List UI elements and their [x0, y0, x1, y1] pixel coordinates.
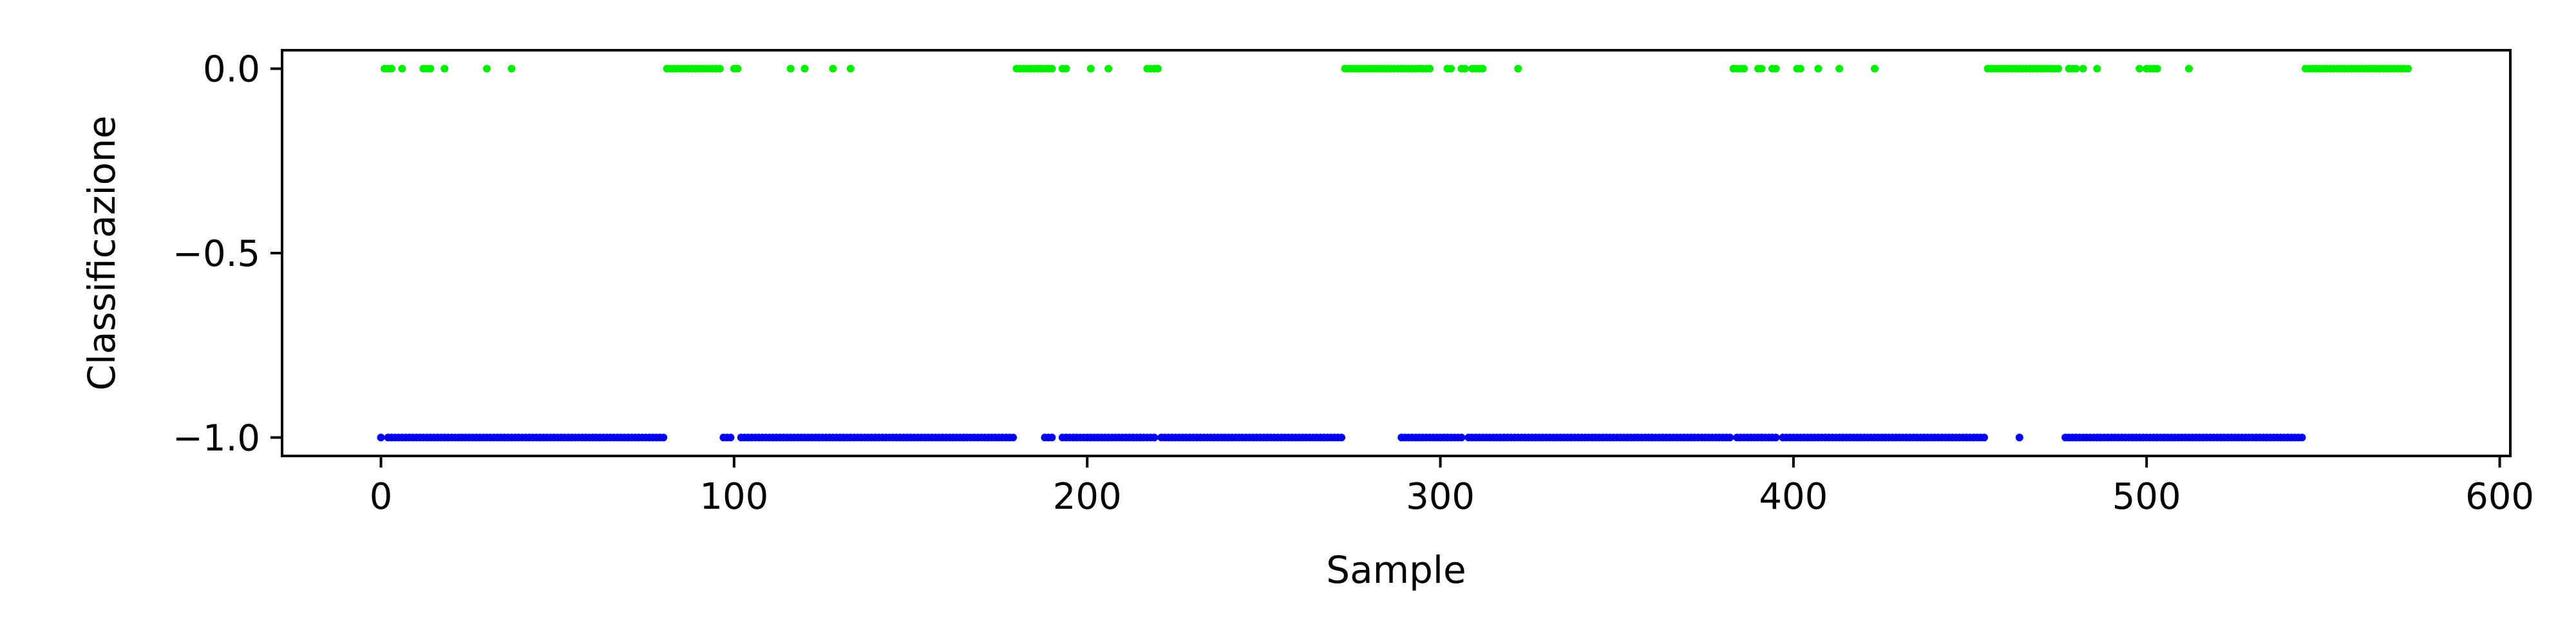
data-point [829, 64, 837, 73]
data-point [440, 64, 449, 73]
data-point [1980, 433, 1988, 442]
data-point [1104, 64, 1113, 73]
data-point [800, 64, 809, 73]
data-point [2072, 64, 2080, 73]
data-point [1514, 64, 1522, 73]
data-point [734, 64, 742, 73]
data-point [377, 433, 385, 442]
data-point [1048, 64, 1056, 73]
data-point [2079, 64, 2087, 73]
data-point [507, 64, 516, 73]
x-axis-title: Sample [1326, 548, 1466, 592]
data-point [715, 64, 724, 73]
data-point [1871, 64, 1879, 73]
data-point [846, 64, 855, 73]
data-point [1150, 433, 1159, 442]
x-tick-label: 500 [2112, 476, 2181, 518]
data-point [398, 64, 406, 73]
data-point [2054, 64, 2063, 73]
data-point [1062, 64, 1070, 73]
data-point [2185, 64, 2193, 73]
data-point [1814, 64, 1823, 73]
data-point [2404, 64, 2412, 73]
data-points [377, 64, 2412, 442]
data-point [726, 433, 735, 442]
data-point [1447, 64, 1455, 73]
x-axis: 0 100 200 300 400 500 600 [370, 456, 2534, 518]
x-tick-label: 0 [370, 476, 393, 518]
data-point [1772, 433, 1780, 442]
series-0 [381, 64, 2412, 73]
data-point [2015, 433, 2023, 442]
x-tick-label: 100 [699, 476, 768, 518]
data-point [1726, 433, 1734, 442]
data-point [1479, 64, 1487, 73]
data-point [1796, 64, 1804, 73]
data-point [1740, 64, 1748, 73]
data-point [1461, 64, 1469, 73]
data-point [483, 64, 491, 73]
data-point [1757, 64, 1766, 73]
y-axis: 0.0 −0.5 −1.0 [173, 49, 282, 459]
x-tick-label: 600 [2465, 476, 2534, 518]
data-point [1086, 64, 1095, 73]
y-tick-label: 0.0 [203, 49, 260, 91]
y-axis-title: Classificazione [80, 115, 124, 390]
data-point [1009, 433, 1018, 442]
data-point [426, 64, 435, 73]
data-point [1338, 433, 1345, 442]
data-point [388, 64, 395, 73]
y-tick-label: −0.5 [173, 233, 260, 275]
data-point [1772, 64, 1780, 73]
data-point [1153, 64, 1162, 73]
x-tick-label: 200 [1053, 476, 1122, 518]
data-point [1457, 433, 1466, 442]
y-tick-label: −1.0 [173, 417, 260, 459]
data-point [2153, 64, 2161, 73]
data-point [1835, 64, 1844, 73]
data-point [1426, 64, 1434, 73]
plot-frame [281, 49, 2512, 457]
data-point [659, 433, 668, 442]
data-point [1048, 433, 1056, 442]
x-tick-label: 300 [1406, 476, 1475, 518]
series-1 [377, 433, 2306, 442]
data-point [786, 64, 795, 73]
data-point [2136, 64, 2144, 73]
data-point [2298, 433, 2306, 442]
data-point [2093, 64, 2101, 73]
x-tick-label: 400 [1759, 476, 1828, 518]
